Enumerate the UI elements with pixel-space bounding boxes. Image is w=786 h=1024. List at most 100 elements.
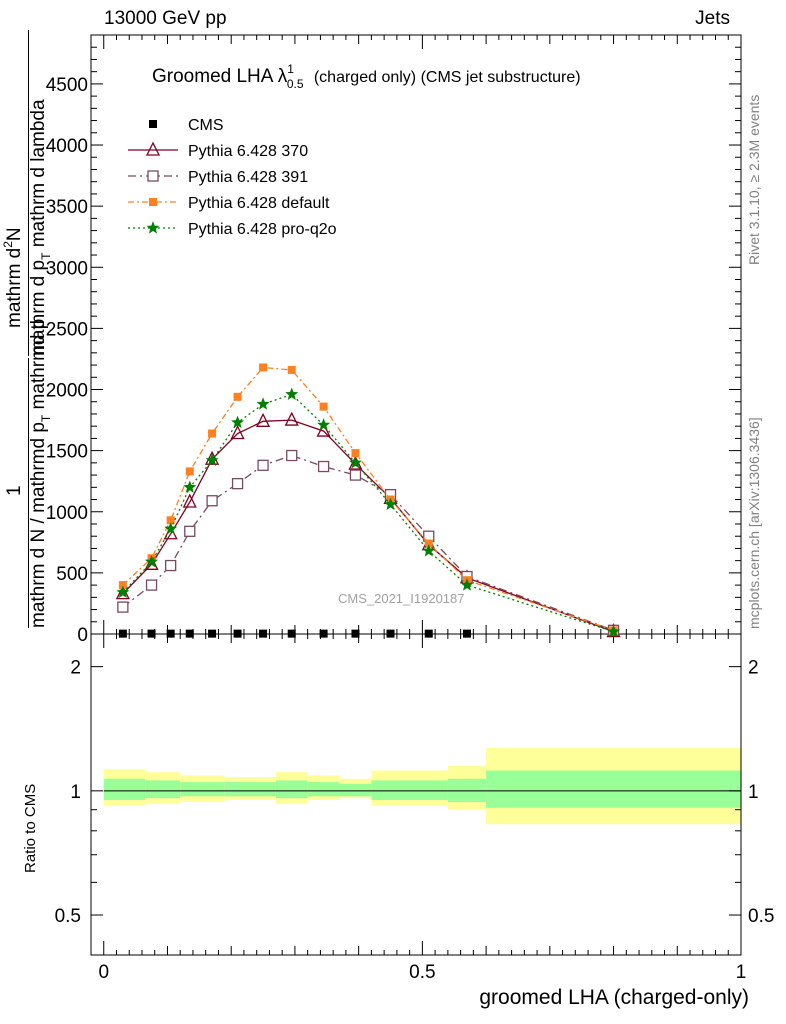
series-point-2: [319, 402, 328, 411]
legend-label: Pythia 6.428 pro-q2o: [188, 221, 337, 238]
bottom-y-tick-label: 0.5: [55, 906, 81, 927]
series-point-2: [259, 363, 268, 372]
x-tick-label: 0.5: [409, 962, 435, 983]
rivet-label: Rivet 3.1.10, ≥ 2.3M events: [746, 94, 762, 265]
series-point-1: [206, 495, 218, 507]
top-y-tick-label: 500: [56, 564, 88, 585]
series-point-3: [116, 585, 130, 598]
x-tick-label: 1: [736, 962, 747, 983]
series-point-1: [165, 559, 177, 572]
series-point-3: [285, 387, 299, 400]
ratio-band-inner-5: [307, 782, 340, 797]
series-point-2: [118, 581, 127, 590]
watermark: CMS_2021_I1920187: [338, 591, 465, 606]
series-point-0: [230, 425, 245, 440]
cms-point: [462, 629, 471, 638]
chart-title-main: Groomed LHA: [152, 66, 273, 87]
series-point-3: [205, 453, 219, 466]
series-point-0: [182, 493, 197, 508]
ratio-band-inner-4: [275, 780, 308, 799]
cms-point: [386, 629, 395, 638]
ratio-band-inner-1: [145, 780, 181, 799]
top-y-tick-label: 4000: [46, 136, 88, 157]
series-line-1: [122, 454, 614, 631]
mcplots-label: mcplots.cern.ch [arXiv:1306.3436]: [746, 417, 762, 629]
series-point-1: [317, 460, 330, 473]
series-3: [116, 387, 621, 638]
cms-point: [259, 629, 268, 638]
ratio-band-inner-6: [339, 783, 372, 797]
series-point-2: [166, 516, 175, 525]
legend-label: Pythia 6.428 391: [188, 169, 308, 186]
bottom-y-axis: 0.5 0.5 1 1 2 2: [55, 658, 775, 927]
bottom-y-tick-label-right: 0.5: [748, 906, 774, 927]
bottom-panel-frame: [90, 633, 742, 956]
chart-title: Groomed LHA λ10.5 (charged only) (CMS je…: [152, 62, 581, 91]
series-point-1: [117, 601, 129, 613]
series-point-3: [349, 456, 362, 469]
legend-label: Pythia 6.428 370: [188, 143, 308, 160]
series-point-2: [233, 392, 242, 401]
cms-point: [233, 629, 242, 638]
ratio-band-inner-0: [103, 778, 146, 801]
bottom-y-tick-label: 2: [70, 658, 81, 679]
cms-point: [147, 629, 156, 638]
top-y-tick-label: 3000: [46, 258, 88, 279]
series-point-1: [231, 477, 244, 490]
series-point-3: [183, 480, 197, 493]
series-point-2: [287, 365, 296, 374]
process-label: Jets: [695, 8, 730, 29]
ratio-band-inner-8: [447, 778, 487, 802]
series-point-2: [185, 467, 194, 476]
series-point-3: [231, 415, 245, 429]
cms-point: [351, 629, 360, 638]
series-point-1: [349, 469, 362, 481]
series-point-0: [256, 412, 271, 427]
chart-title-superscript: 1: [287, 62, 294, 76]
series-point-3: [164, 522, 178, 535]
series-point-1: [145, 579, 158, 591]
ratio-bands: [103, 748, 741, 825]
series-point-2: [208, 429, 217, 438]
legend-label: CMS: [188, 117, 224, 134]
cms-point: [424, 629, 433, 638]
chart-title-suffix: (charged only) (CMS jet substructure): [313, 69, 581, 86]
series-point-3: [460, 578, 474, 591]
ylabel-fraction-2-denominator: mathrm d pT mathrm d lambda: [28, 99, 53, 356]
legend-marker: [149, 120, 157, 128]
series-point-1: [286, 449, 298, 462]
cms-point: [319, 629, 328, 638]
cms-point: [208, 629, 217, 638]
top-y-axis: 0 500 1000 1500 2000 2500 3000 3500 4000 4500: [46, 46, 741, 646]
series-point-3: [384, 497, 397, 510]
legend-marker: [145, 141, 161, 156]
top-y-tick-label: 4500: [46, 75, 88, 96]
legend-marker: [149, 198, 157, 206]
top-y-tick-label: 1500: [46, 442, 88, 463]
legend-marker: [146, 221, 160, 234]
series-point-3: [607, 624, 621, 638]
series-point-1: [257, 459, 269, 471]
series-point-3: [256, 397, 270, 410]
ratio-band-inner-2: [180, 782, 225, 797]
chart-title-symbol: λ: [277, 66, 288, 87]
ratio-band-inner-9: [486, 770, 741, 808]
series-point-0: [144, 555, 159, 570]
series-point-3: [317, 418, 331, 431]
cms-point: [185, 629, 194, 638]
ratio-band-inner-7: [371, 780, 448, 801]
bottom-y-tick-label: 1: [70, 782, 81, 803]
series-point-0: [284, 411, 299, 426]
y-axis-label-bottom: Ratio to CMS: [22, 783, 39, 873]
top-y-tick-label: 3500: [46, 197, 88, 218]
series-point-1: [184, 525, 196, 537]
cms-point: [118, 629, 127, 638]
x-tick-label: 0: [98, 962, 109, 983]
y-axis-label-top: 1 mathrm d N / mathrmd pT mathrmd p math…: [1, 28, 66, 628]
series-line-2: [122, 366, 614, 631]
top-y-tick-label: 1000: [46, 503, 88, 524]
top-y-tick-label: 0: [77, 625, 88, 646]
ylabel-fraction-2-numerator: mathrm d2N: [1, 227, 25, 328]
